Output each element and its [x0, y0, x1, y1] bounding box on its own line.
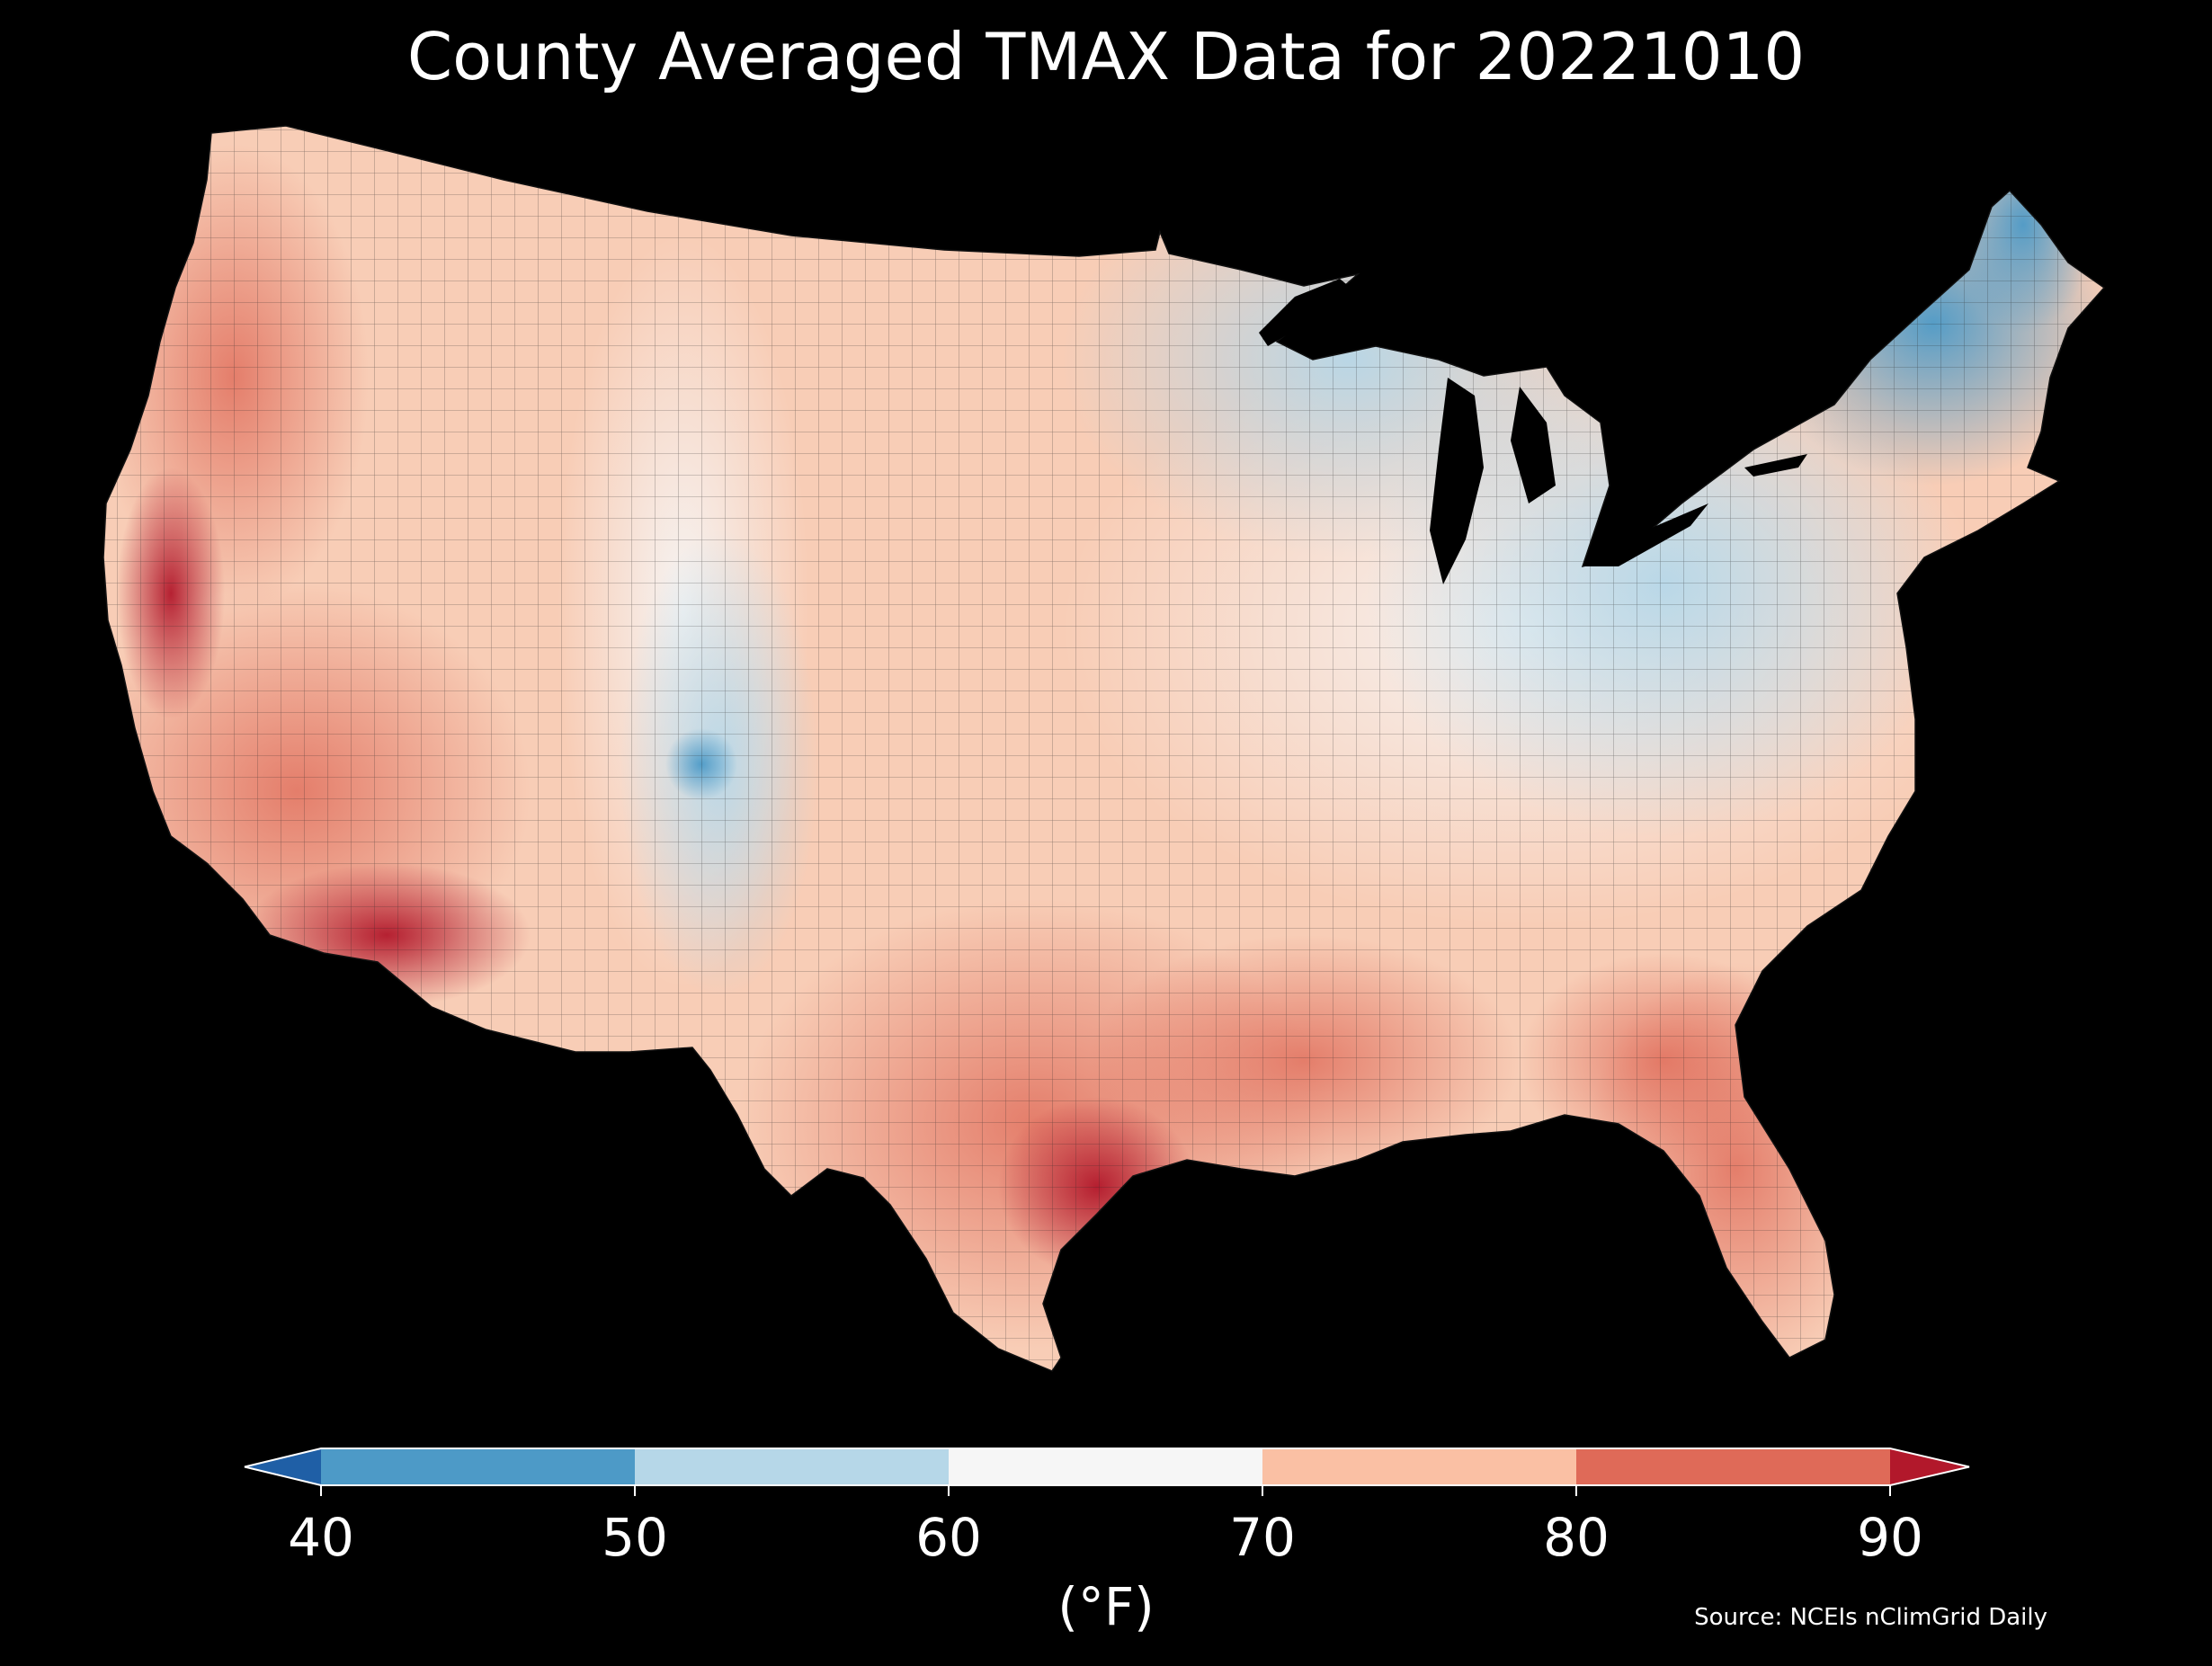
map-title: County Averaged TMAX Data for 20221010	[406, 19, 1806, 94]
colorbar-bin-1	[635, 1448, 949, 1485]
colorbar-tick-label-4: 80	[1543, 1507, 1610, 1568]
source-label: Source: NCEIs nClimGrid Daily	[1694, 1604, 2047, 1631]
lake-superior	[1259, 279, 1367, 346]
colorbar-bin-0	[321, 1448, 635, 1485]
colorbar-tick-label-1: 50	[602, 1507, 668, 1568]
colorbar	[244, 1448, 1970, 1496]
colorbar-under-arrow	[245, 1448, 321, 1485]
colorbar-bin-3	[1262, 1448, 1576, 1485]
colorbar-tick-label-0: 40	[288, 1507, 354, 1568]
temperature-field	[103, 126, 2104, 1371]
colorbar-bin-2	[949, 1448, 1262, 1485]
colorbar-tick-label-3: 70	[1229, 1507, 1296, 1568]
lake-huron	[1511, 387, 1556, 503]
colorbar-tick-label-5: 90	[1857, 1507, 1923, 1568]
lake-erie	[1583, 503, 1708, 566]
lake-ontario	[1744, 454, 1807, 477]
colorbar-bin-4	[1576, 1448, 1890, 1485]
colorbar-unit-label: (°F)	[1057, 1576, 1155, 1637]
colorbar-tick-label-2: 60	[915, 1507, 982, 1568]
colorbar-over-arrow	[1890, 1448, 1969, 1485]
lake-michigan	[1430, 378, 1484, 584]
great-lakes	[1259, 279, 1807, 584]
